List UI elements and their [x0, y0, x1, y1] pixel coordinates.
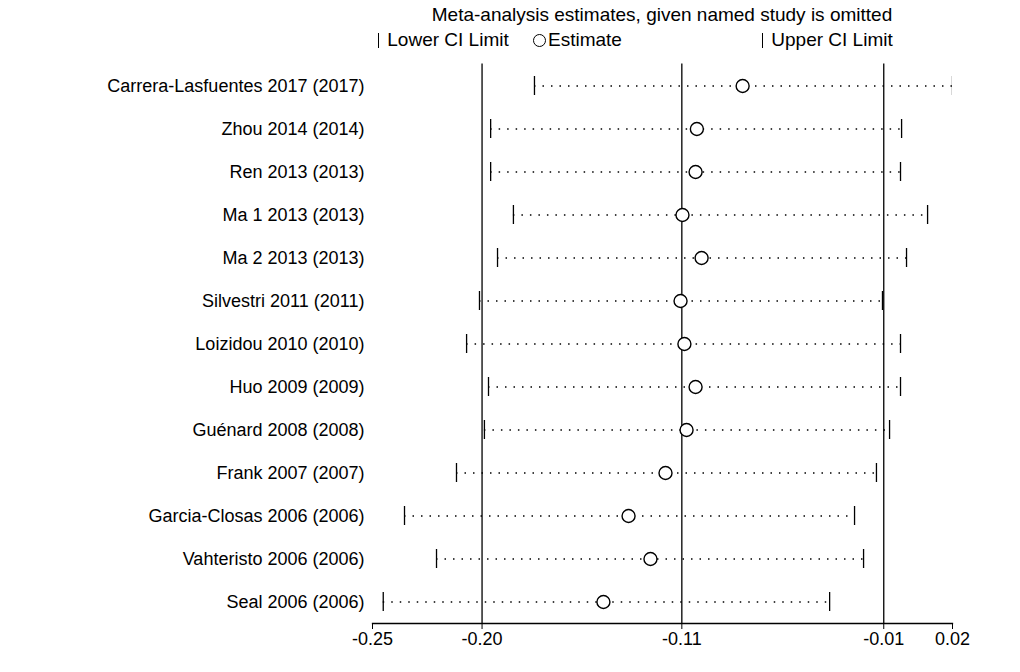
svg-text:Ren 2013 (2013): Ren 2013 (2013) [229, 162, 364, 182]
svg-text:Garcia-Closas 2006 (2006): Garcia-Closas 2006 (2006) [148, 506, 364, 526]
svg-text:-0.20: -0.20 [462, 629, 503, 649]
html-text:Upper CI Limit: Upper CI Limit [771, 29, 893, 50]
html-text:Meta-analysis estimates, given: Meta-analysis estimates, given named stu… [431, 4, 893, 25]
svg-text:Loizidou 2010 (2010): Loizidou 2010 (2010) [195, 334, 364, 354]
svg-text:0.02: 0.02 [935, 629, 970, 649]
html-text:Estimate: Estimate [548, 29, 622, 50]
svg-text:-0.25: -0.25 [352, 629, 393, 649]
svg-text:Vahteristo 2006 (2006): Vahteristo 2006 (2006) [183, 549, 365, 569]
svg-text:Frank 2007 (2007): Frank 2007 (2007) [216, 463, 364, 483]
svg-text:Carrera-Lasfuentes 2017 (2017): Carrera-Lasfuentes 2017 (2017) [107, 76, 364, 96]
svg-text:Huo 2009 (2009): Huo 2009 (2009) [229, 377, 364, 397]
svg-text:Ma 2 2013 (2013): Ma 2 2013 (2013) [222, 248, 364, 268]
svg-text:Silvestri 2011 (2011): Silvestri 2011 (2011) [202, 291, 364, 311]
svg-text:-0.01: -0.01 [863, 629, 904, 649]
svg-text:Zhou 2014 (2014): Zhou 2014 (2014) [221, 119, 364, 139]
svg-text:Guénard 2008 (2008): Guénard 2008 (2008) [192, 420, 364, 440]
svg-text:-0.11: -0.11 [662, 629, 702, 649]
html-text:Lower CI Limit: Lower CI Limit [387, 29, 509, 50]
svg-text:Ma 1 2013 (2013): Ma 1 2013 (2013) [222, 205, 364, 225]
svg-text:Seal 2006 (2006): Seal 2006 (2006) [226, 592, 364, 612]
